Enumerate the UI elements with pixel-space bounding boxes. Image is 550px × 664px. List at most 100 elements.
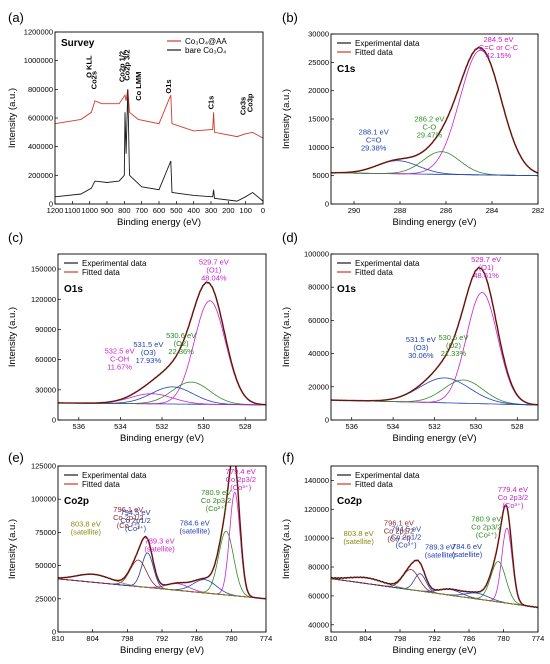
y-tick-label: 0 bbox=[49, 200, 53, 209]
x-tick-label: 774 bbox=[532, 634, 545, 643]
peak-label: O1s bbox=[164, 79, 173, 93]
peak-label: Co LMM bbox=[134, 72, 143, 101]
x-tick-label: 804 bbox=[359, 634, 372, 643]
y-tick-label: 1000000 bbox=[24, 56, 53, 65]
peak-annotation: 789.3 eV bbox=[425, 542, 455, 551]
experimental-line bbox=[331, 46, 538, 174]
x-tick-label: 798 bbox=[121, 634, 134, 643]
x-axis-label: Binding energy (eV) bbox=[393, 645, 477, 656]
peak-annotation: 803.8 eV bbox=[71, 519, 101, 528]
peak-annotation: 532.5 eV bbox=[105, 347, 135, 356]
component-line-5 bbox=[58, 559, 266, 600]
x-axis-label: Binding energy (eV) bbox=[393, 433, 477, 444]
series-line-1 bbox=[55, 89, 263, 202]
legend-label: Experimental data bbox=[355, 259, 420, 268]
peak-annotation: (Co ²⁺) bbox=[117, 521, 141, 530]
peak-annotation: Co 2p1/2 bbox=[120, 516, 150, 525]
component-line-2 bbox=[58, 386, 266, 406]
plot-area bbox=[331, 46, 538, 177]
y-axis-label: Intensity (a.u.) bbox=[7, 307, 18, 367]
peak-annotation: C-OH bbox=[110, 355, 129, 364]
peak-annotation: Co 2p3/2 bbox=[498, 493, 528, 502]
plot-area bbox=[55, 89, 263, 202]
experimental-line bbox=[331, 505, 538, 609]
x-tick-label: 288 bbox=[394, 206, 407, 215]
peak-annotation: (satellite) bbox=[71, 527, 102, 536]
panel-label: (b) bbox=[282, 10, 298, 25]
y-tick-label: 30000 bbox=[308, 30, 329, 39]
peak-annotation: (satellite) bbox=[425, 550, 456, 559]
y-tick-label: 10000 bbox=[308, 143, 329, 152]
peak-annotation: 288.1 eV bbox=[359, 128, 389, 137]
x-tick-label: 786 bbox=[463, 634, 476, 643]
y-tick-label: 150000 bbox=[31, 265, 56, 274]
y-tick-label: 400000 bbox=[28, 142, 53, 151]
x-tick-label: 800 bbox=[118, 206, 131, 215]
plot-area bbox=[331, 504, 538, 609]
peak-label: Co3p bbox=[246, 93, 255, 112]
peak-annotation: 784.6 eV bbox=[452, 542, 482, 551]
peak-annotation: 784.6 eV bbox=[180, 519, 210, 528]
panel-label: (c) bbox=[8, 230, 23, 245]
y-tick-label: 20000 bbox=[308, 382, 329, 391]
x-tick-label: 792 bbox=[156, 634, 169, 643]
y-tick-label: 50000 bbox=[35, 561, 56, 570]
peak-annotation: 794.5 eV bbox=[121, 508, 151, 517]
peak-annotation: Co 2p1/2 bbox=[391, 533, 421, 542]
x-tick-label: 100 bbox=[239, 206, 252, 215]
peak-annotation: Co 2p3/2 bbox=[471, 523, 501, 532]
x-tick-label: 528 bbox=[511, 422, 524, 431]
legend-label: Experimental data bbox=[355, 39, 420, 48]
x-tick-label: 530 bbox=[197, 422, 210, 431]
y-axis-label: Intensity (a.u.) bbox=[281, 307, 292, 367]
y-tick-label: 600000 bbox=[28, 114, 53, 123]
peak-annotation: (Co²⁺) bbox=[476, 531, 498, 540]
legend-label: Experimental data bbox=[355, 471, 420, 480]
peak-annotation: 29.47% bbox=[417, 131, 443, 140]
y-tick-label: 5000 bbox=[312, 171, 329, 180]
peak-label: C1s bbox=[207, 96, 216, 110]
component-line-1 bbox=[58, 381, 266, 406]
peak-annotation: 530.6 eV bbox=[166, 331, 196, 340]
x-tick-label: 286 bbox=[440, 206, 453, 215]
y-tick-label: 60000 bbox=[308, 591, 329, 600]
peak-annotation: 286.2 eV bbox=[414, 115, 444, 124]
peak-annotation: 803.8 eV bbox=[344, 529, 374, 538]
x-tick-label: 1000 bbox=[81, 206, 98, 215]
panel-label: (d) bbox=[282, 230, 298, 245]
peak-annotation: (Co³⁺) bbox=[125, 524, 147, 533]
peak-annotation: 48.04% bbox=[201, 274, 227, 283]
peak-annotation: (Co ²⁺) bbox=[387, 535, 411, 544]
y-tick-label: 0 bbox=[52, 628, 56, 637]
y-tick-label: 80000 bbox=[308, 283, 329, 292]
peak-annotation: (O2) bbox=[174, 339, 190, 348]
panel-title: Co2p bbox=[64, 496, 89, 507]
x-tick-label: 284 bbox=[486, 206, 499, 215]
x-tick-label: 300 bbox=[205, 206, 218, 215]
panel-4: (e) 810 804 798 792 786 780 774 0 25000 50000 75000… bbox=[7, 450, 272, 656]
peak-annotation: C=C or C-C bbox=[479, 43, 519, 52]
experimental-line bbox=[58, 466, 266, 600]
peak-annotation: 531.5 eV bbox=[133, 340, 163, 349]
peak-annotation: Co 2p3/2 bbox=[201, 496, 231, 505]
y-tick-label: 120000 bbox=[304, 505, 329, 514]
peak-annotation: 11.67% bbox=[107, 363, 132, 372]
peak-annotation: (satellite) bbox=[452, 550, 483, 559]
x-tick-label: 700 bbox=[135, 206, 148, 215]
y-tick-label: 100000 bbox=[304, 534, 329, 543]
y-tick-label: 25000 bbox=[308, 58, 329, 67]
x-tick-label: 536 bbox=[73, 422, 86, 431]
peak-annotation: (satellite) bbox=[343, 537, 374, 546]
peak-annotation: (Co³⁺) bbox=[396, 541, 418, 550]
x-axis-label: Binding energy (eV) bbox=[120, 645, 204, 656]
y-tick-label: 40000 bbox=[308, 620, 329, 629]
peak-annotation: 17.93% bbox=[136, 356, 162, 365]
peak-annotation: (satellite) bbox=[180, 527, 211, 536]
peak-annotation: Co 2p1/2 bbox=[113, 513, 143, 522]
peak-annotation: (Co²⁺) bbox=[206, 504, 228, 513]
component-line-1 bbox=[331, 561, 538, 608]
peak-annotation: (Co³⁺) bbox=[230, 483, 252, 492]
peak-annotation: (O1) bbox=[479, 263, 495, 272]
y-axis-label: Intensity (a.u.) bbox=[7, 519, 18, 579]
